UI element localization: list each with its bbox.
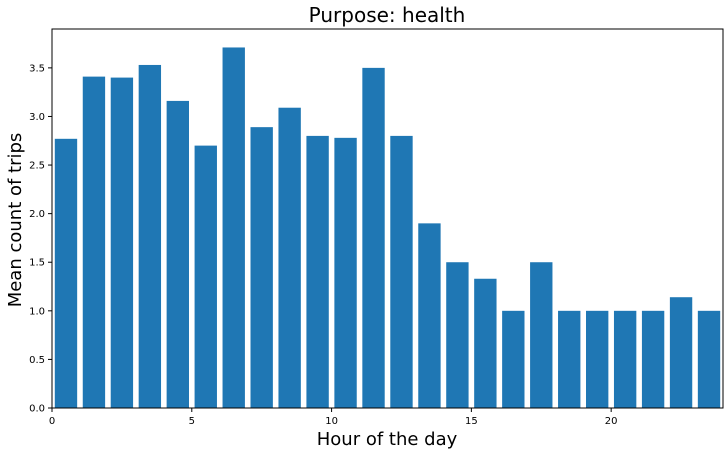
- y-axis-ticks: 0.0 0.5 1.0 1.5 2.0 2.5 3.0 3.5: [29, 63, 52, 415]
- x-tick-label: 5: [189, 416, 195, 427]
- bar-hour-22: [669, 297, 693, 408]
- bar-hour-23: [697, 310, 721, 408]
- y-tick-label: 1.5: [29, 258, 45, 269]
- y-tick-label: 0.5: [29, 355, 45, 366]
- bar-hour-5: [194, 145, 217, 408]
- bar-hour-2: [110, 77, 134, 408]
- bar-hour-15: [474, 278, 497, 408]
- bar-hour-16: [502, 310, 525, 408]
- x-tick-label: 15: [465, 416, 478, 427]
- bar-hour-12: [390, 135, 413, 408]
- y-tick-label: 0.0: [29, 404, 45, 415]
- bars-group: [54, 47, 721, 409]
- y-tick-label: 3.5: [29, 63, 45, 74]
- x-tick-label: 10: [325, 416, 338, 427]
- y-axis-title: Mean count of trips: [5, 133, 26, 308]
- bar-hour-14: [446, 262, 469, 408]
- bar-hour-13: [418, 223, 441, 408]
- bar-hour-4: [166, 100, 189, 409]
- y-tick-label: 2.5: [29, 161, 45, 172]
- bar-hour-11: [362, 67, 385, 408]
- plot-frame: [51, 28, 724, 409]
- bar-hour-20: [613, 310, 637, 408]
- chart-title: Purpose: health: [309, 3, 466, 27]
- x-axis-title: Hour of the day: [317, 429, 458, 450]
- y-tick-label: 3.0: [29, 112, 45, 123]
- bar-hour-3: [138, 64, 162, 408]
- x-tick-label: 20: [605, 416, 618, 427]
- bar-hour-19: [586, 310, 609, 408]
- bar-hour-6: [222, 47, 245, 408]
- bar-hour-7: [250, 127, 273, 409]
- x-axis-ticks: 0 5 10 15 20: [49, 408, 618, 427]
- y-tick-label: 1.0: [29, 306, 45, 317]
- x-tick-label: 0: [49, 416, 55, 427]
- bar-hour-18: [558, 310, 581, 408]
- bar-hour-1: [82, 76, 106, 408]
- bar-hour-10: [334, 137, 357, 409]
- bar-hour-21: [641, 310, 665, 408]
- bar-hour-8: [278, 107, 301, 408]
- y-tick-label: 2.0: [29, 209, 45, 220]
- bar-hour-0: [54, 138, 78, 409]
- bar-hour-9: [306, 135, 329, 408]
- bar-hour-17: [530, 262, 553, 408]
